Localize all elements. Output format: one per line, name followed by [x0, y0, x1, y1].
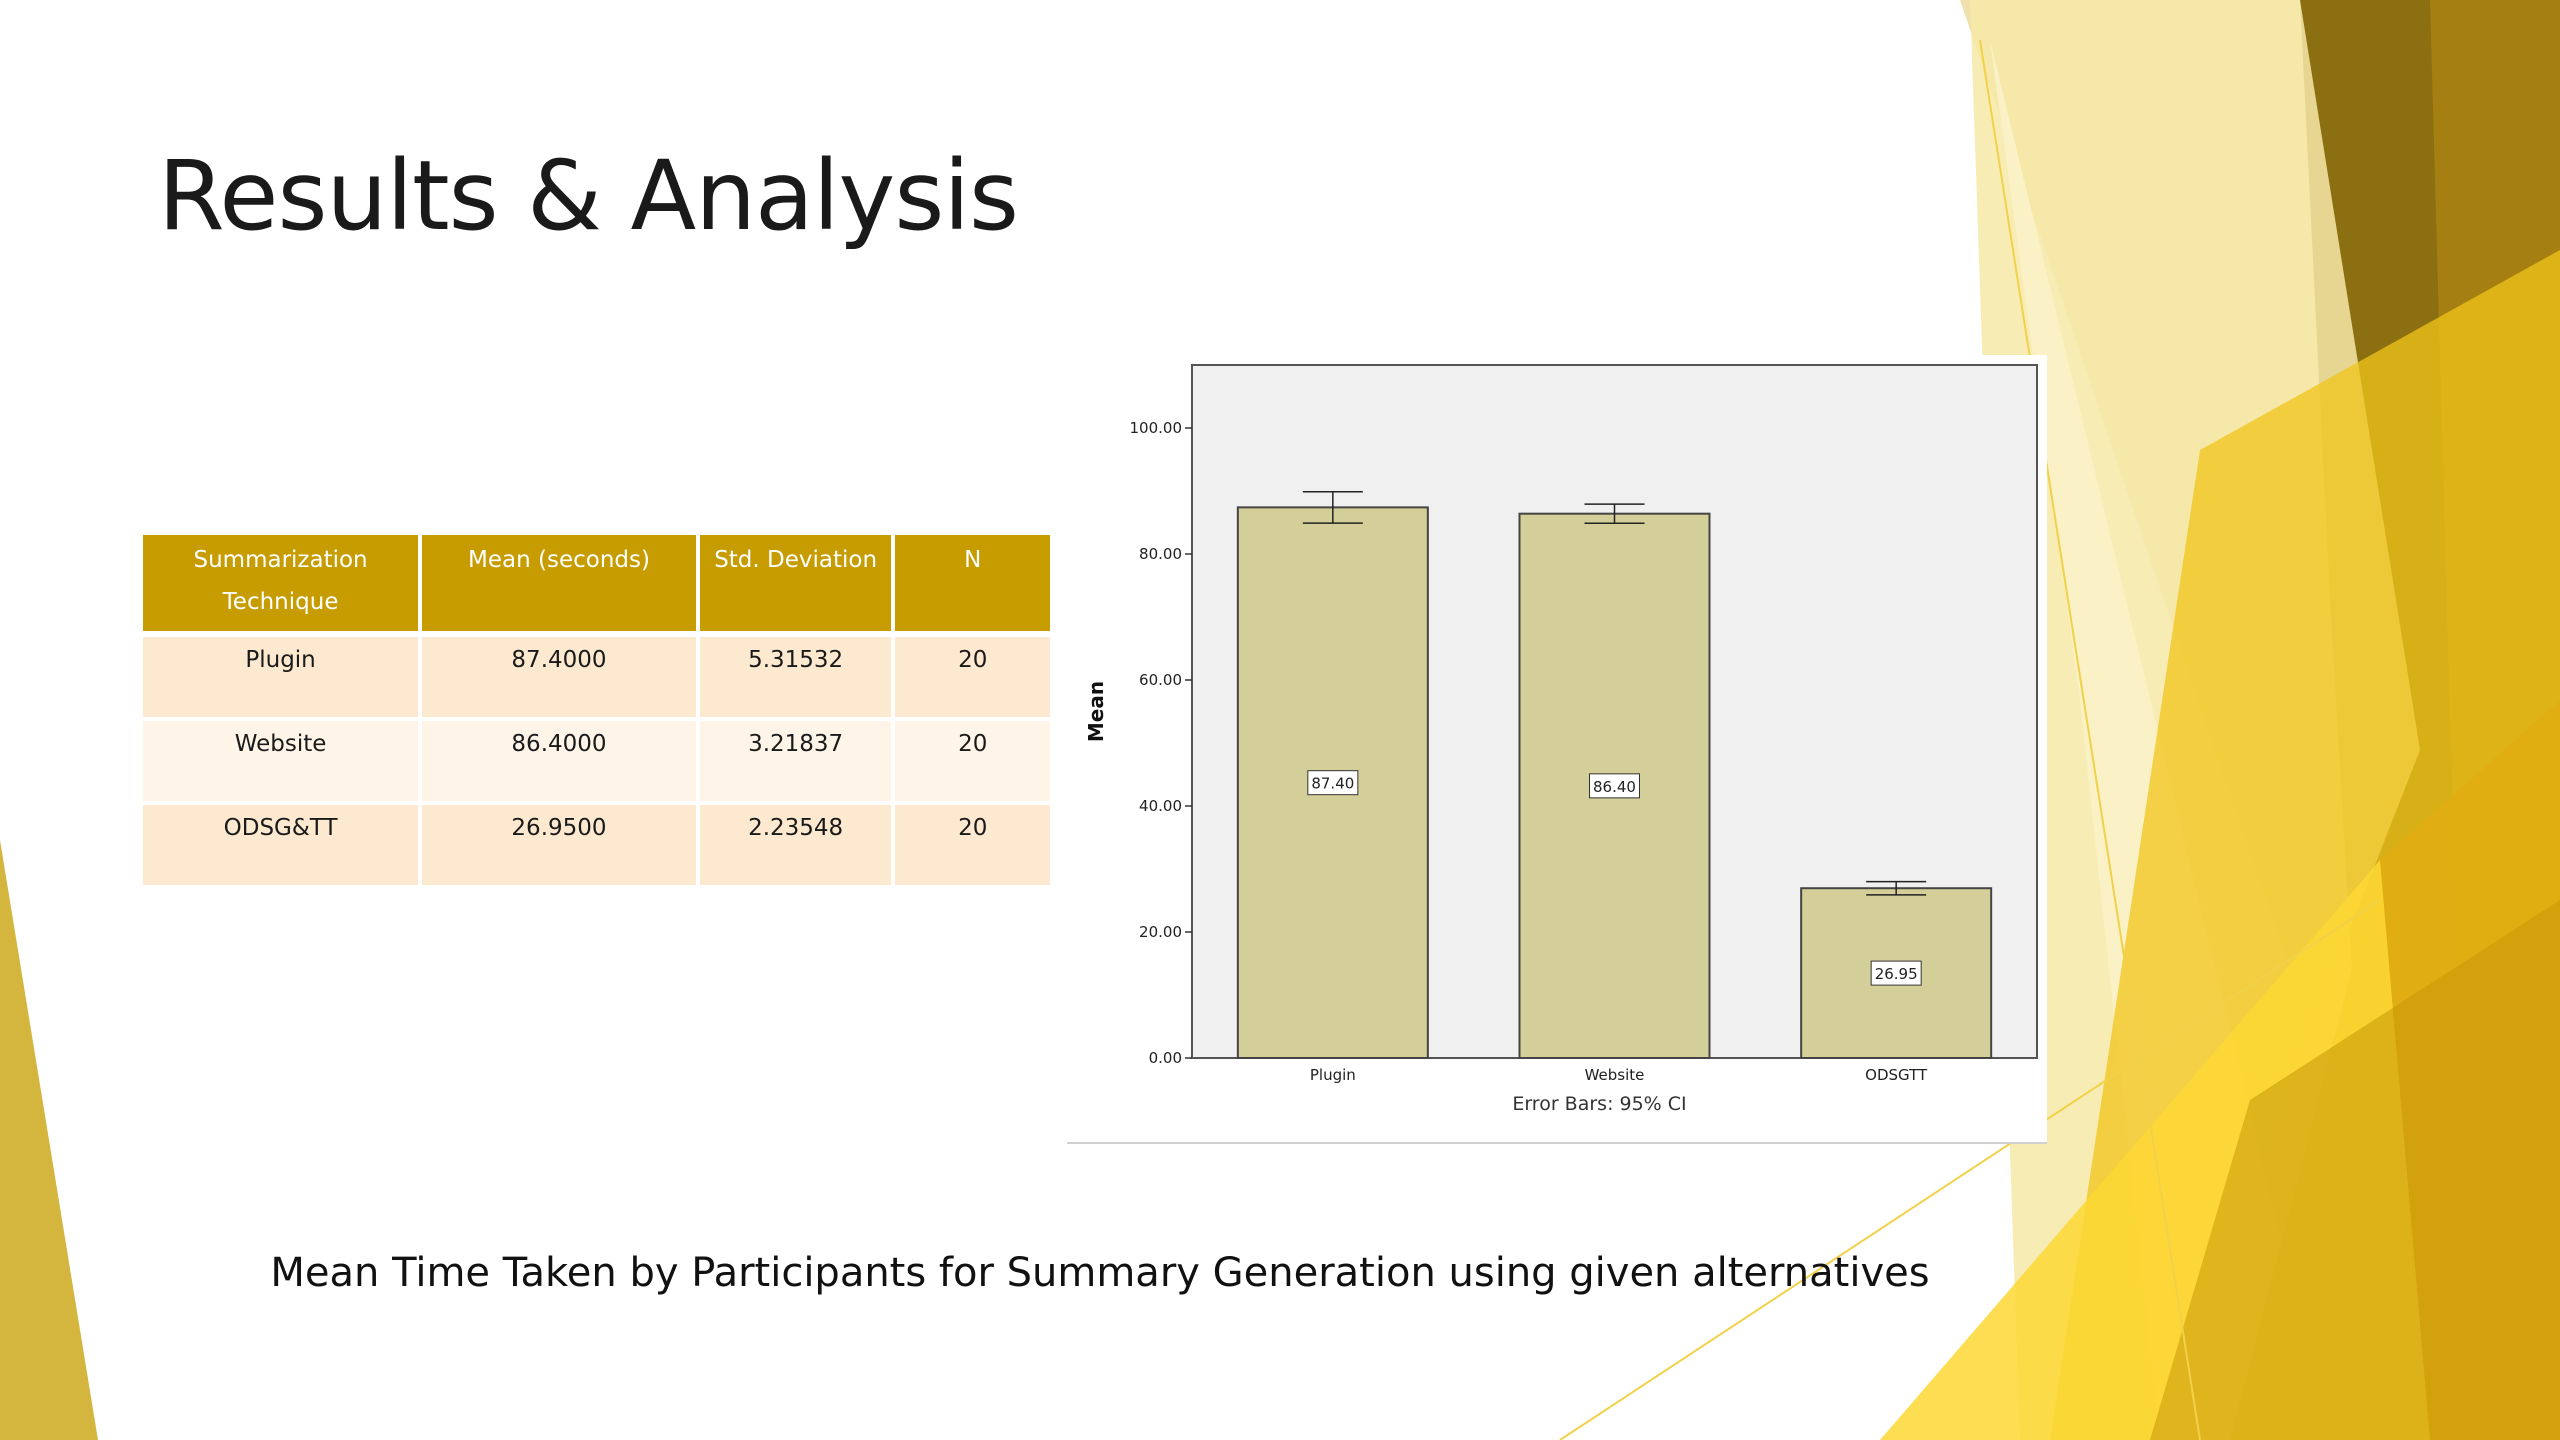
- table-row: Website 86.4000 3.21837 20: [143, 721, 1050, 805]
- slide-title: Results & Analysis: [158, 140, 1019, 252]
- data-label-box: [1870, 960, 1922, 986]
- data-label: 26.95: [1875, 965, 1918, 983]
- bar-chart: 0.00 20.00 40.00 60.00 80.00 100.00 Mean 87.40 P…: [1067, 355, 2047, 1144]
- data-label: 87.40: [1311, 775, 1354, 793]
- data-label-box: [1307, 770, 1359, 796]
- data-label-box: [1589, 773, 1640, 799]
- cell-n: 20: [895, 637, 1050, 721]
- x-tick-label: Website: [1585, 1066, 1645, 1084]
- y-tick-label: 100.00: [1130, 419, 1183, 437]
- y-tick-label: 80.00: [1139, 545, 1182, 563]
- cell-technique: ODSG&TT: [143, 805, 423, 889]
- x-tick-label: Plugin: [1310, 1066, 1356, 1084]
- cell-mean: 87.4000: [422, 637, 700, 721]
- table-header-row: Summarization Technique Mean (seconds) S…: [143, 535, 1050, 637]
- cell-std-deviation: 5.31532: [699, 637, 896, 721]
- header-mean: Mean (seconds): [422, 535, 700, 637]
- chart-footnote: Error Bars: 95% CI: [1512, 1093, 1686, 1115]
- cell-std-deviation: 3.21837: [699, 721, 896, 805]
- y-tick-label: 40.00: [1139, 797, 1182, 815]
- header-n: N: [895, 535, 1050, 637]
- y-axis-label: Mean: [1084, 681, 1108, 742]
- y-tick-label: 0.00: [1149, 1049, 1182, 1067]
- table-row: ODSG&TT 26.9500 2.23548 20: [143, 805, 1050, 889]
- y-tick-label: 20.00: [1139, 923, 1182, 941]
- cell-n: 20: [895, 721, 1050, 805]
- data-label: 86.40: [1593, 778, 1636, 796]
- x-tick-label: ODSGTT: [1865, 1066, 1928, 1084]
- bar-chart-svg: 0.00 20.00 40.00 60.00 80.00 100.00 Mean 87.40 P…: [1084, 364, 2038, 1115]
- cell-technique: Plugin: [143, 637, 423, 721]
- cell-n: 20: [895, 805, 1050, 889]
- table-row: Plugin 87.4000 5.31532 20: [143, 637, 1050, 721]
- cell-mean: 86.4000: [422, 721, 700, 805]
- chart-caption: Mean Time Taken by Participants for Summ…: [270, 1250, 1930, 1296]
- cell-mean: 26.9500: [422, 805, 700, 889]
- cell-std-deviation: 2.23548: [699, 805, 896, 889]
- header-std-deviation: Std. Deviation: [699, 535, 896, 637]
- y-tick-label: 60.00: [1139, 671, 1182, 689]
- statistics-table: Summarization Technique Mean (seconds) S…: [143, 535, 1050, 889]
- header-technique: Summarization Technique: [143, 535, 423, 637]
- cell-technique: Website: [143, 721, 423, 805]
